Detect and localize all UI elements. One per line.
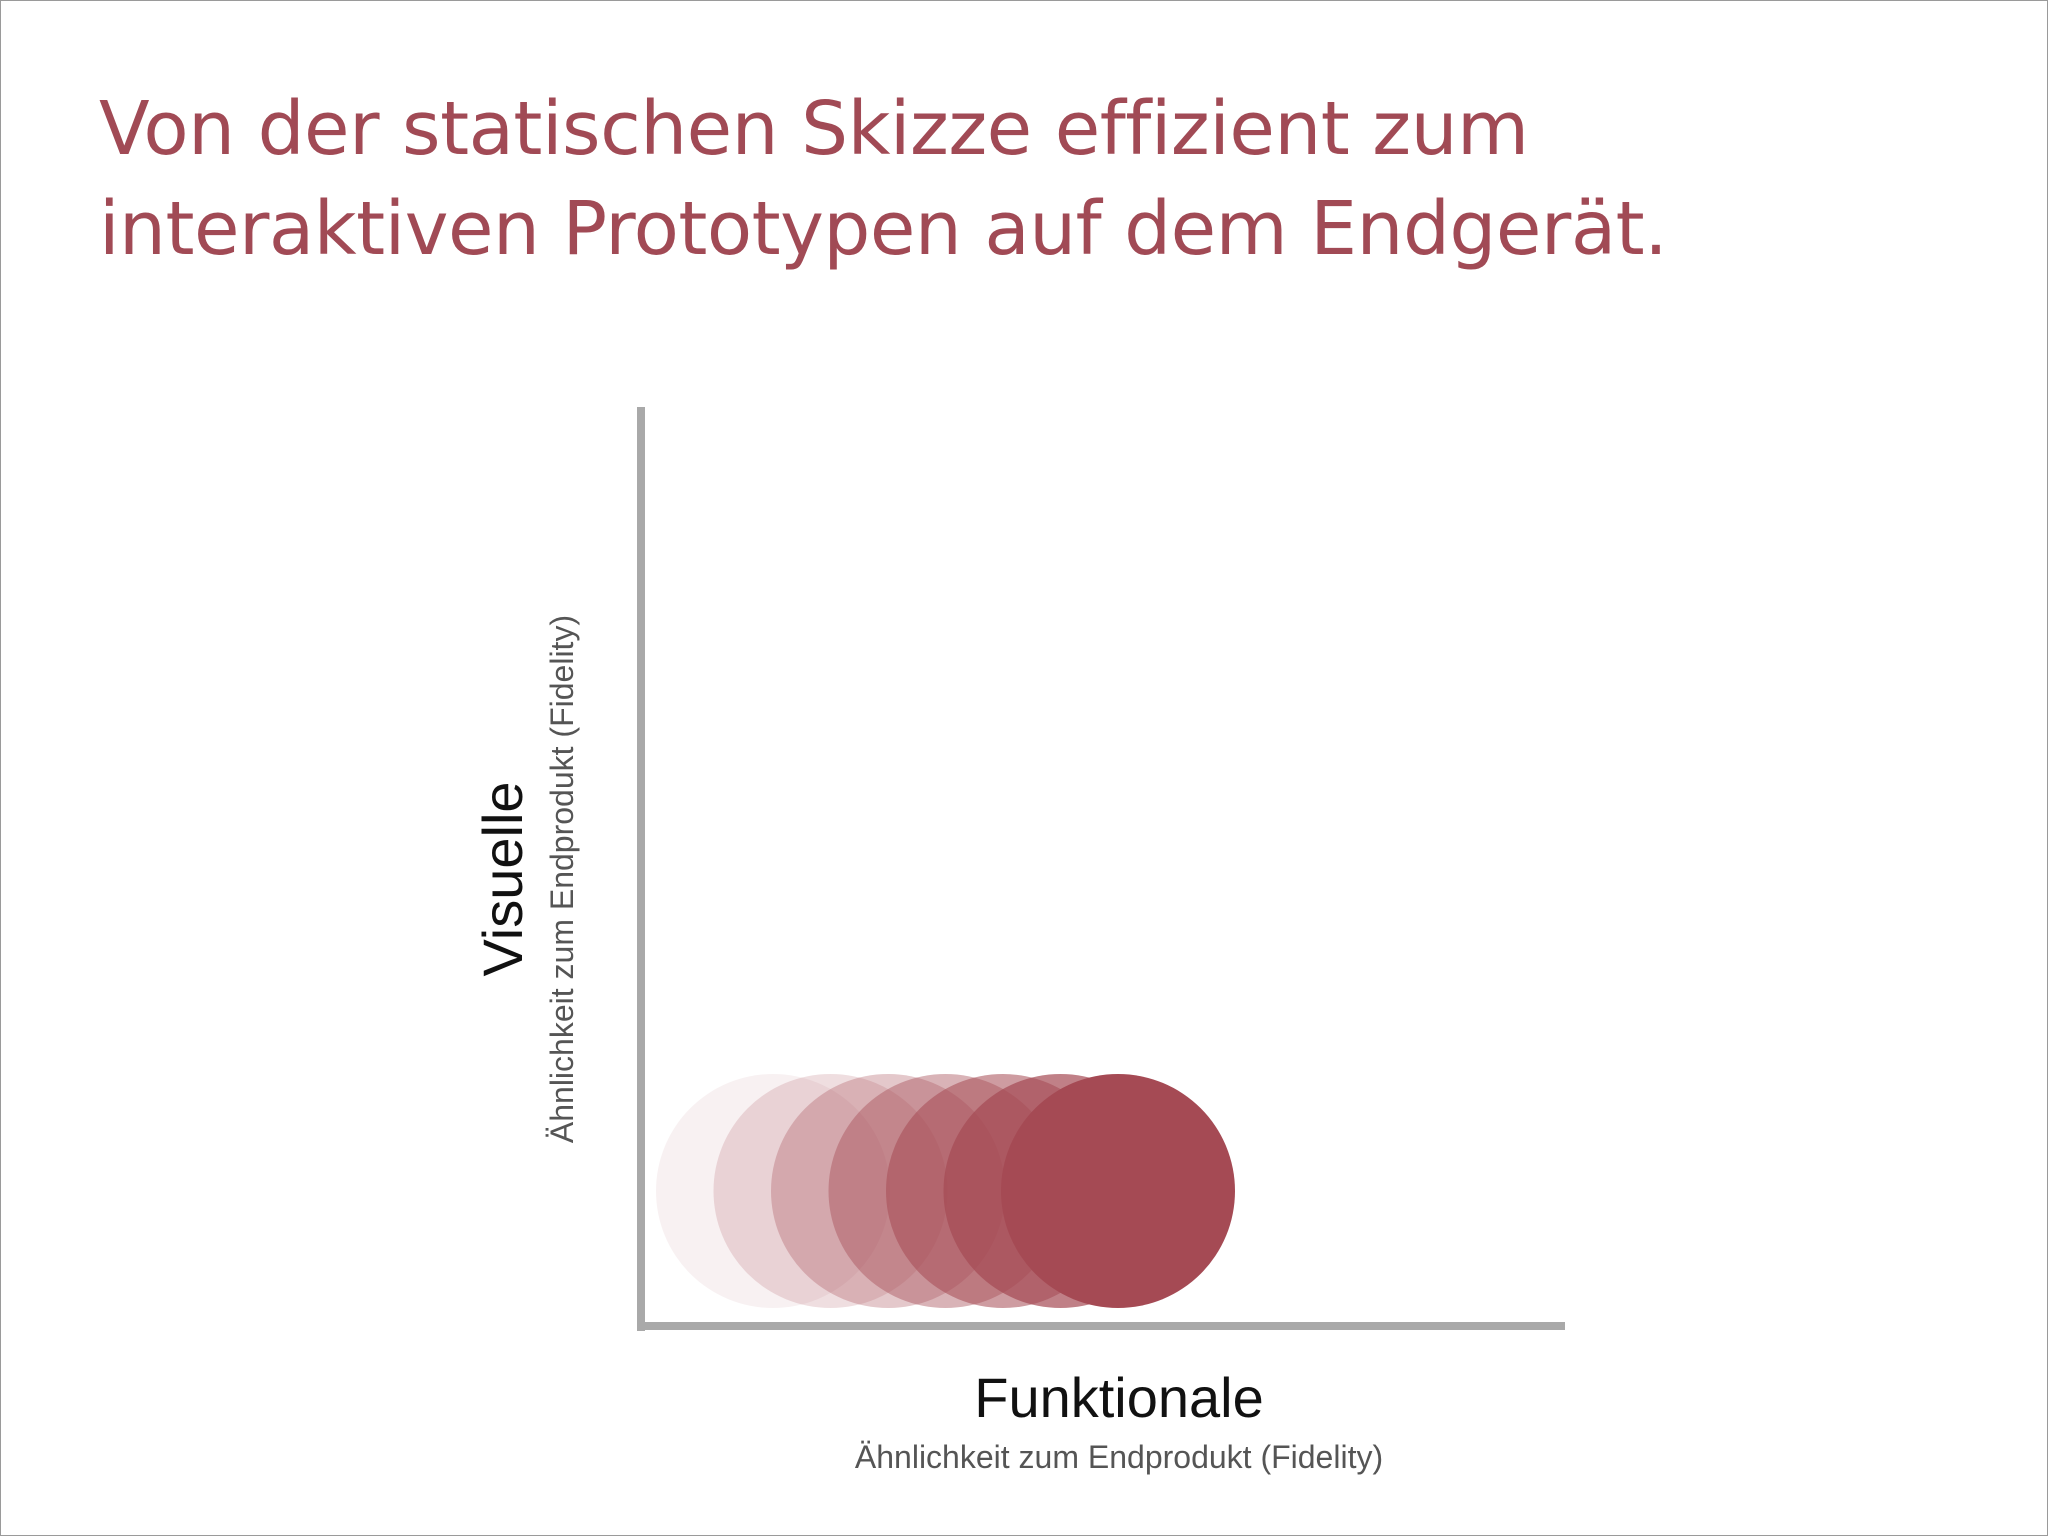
title-line-2: interaktiven Prototypen auf dem Endgerät…	[99, 186, 1668, 272]
y-axis-label: Visuelle	[471, 781, 534, 977]
fidelity-circles	[656, 1074, 1235, 1308]
x-axis-sublabel: Ähnlichkeit zum Endprodukt (Fidelity)	[854, 1439, 1384, 1475]
slide-title: Von der statischen Skizze effizient zum …	[99, 79, 1899, 279]
fidelity-circle-7	[1001, 1074, 1235, 1308]
y-axis-sublabel: Ähnlichkeit zum Endprodukt (Fidelity)	[544, 614, 580, 1144]
fidelity-circle-1	[656, 1074, 890, 1308]
x-axis-label: Funktionale	[974, 1366, 1264, 1429]
title-line-1: Von der statischen Skizze effizient zum	[99, 86, 1529, 172]
fidelity-circle-2	[713, 1074, 948, 1308]
